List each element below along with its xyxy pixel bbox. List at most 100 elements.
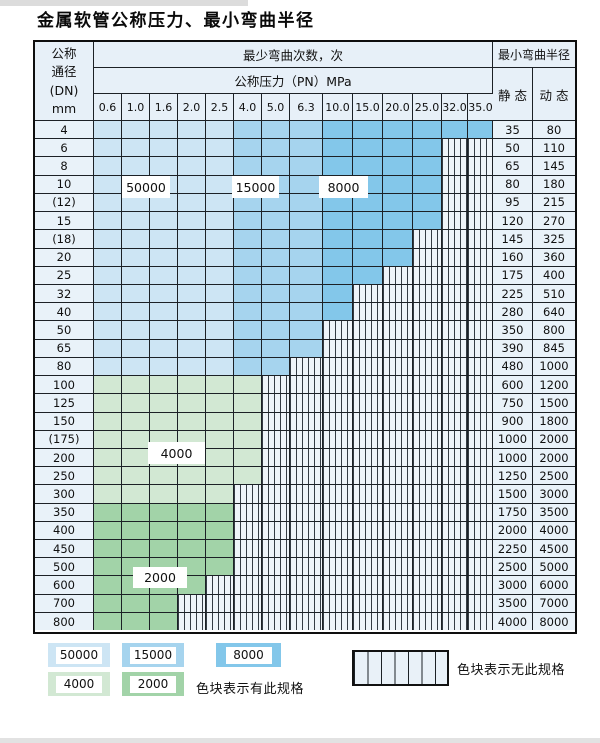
no-spec-cell [383,485,413,503]
no-spec-cell [234,594,262,612]
no-spec-cell [442,485,468,503]
cycle-spec-cell [353,121,383,139]
dynamic-radius-cell: 180 [533,175,575,193]
no-spec-cell [468,248,493,266]
no-spec-cell [383,376,413,394]
cycle-spec-cell [122,266,150,284]
cycle-spec-cell [206,448,234,467]
dn-cell: 10 [35,175,94,193]
no-spec-cell [383,357,413,376]
no-spec-cell [468,448,493,467]
cycle-spec-cell [234,303,262,321]
static-radius-cell: 65 [493,157,533,175]
no-spec-cell [468,612,493,631]
no-spec-cell [353,485,383,503]
cycle-spec-cell [323,248,353,266]
cycle-spec-cell [234,139,262,157]
static-radius-cell: 1000 [493,430,533,448]
dn-cell: 400 [35,521,94,540]
cycle-spec-cell [94,412,122,430]
no-spec-cell [353,576,383,594]
no-spec-cell [442,339,468,357]
cycle-spec-cell [122,212,150,230]
dynamic-radius-cell: 510 [533,284,575,303]
no-spec-cell [206,612,234,631]
dn-cell: 200 [35,448,94,467]
cycle-spec-cell [150,212,178,230]
no-spec-cell [262,448,290,467]
static-radius-cell: 4000 [493,612,533,631]
no-spec-cell [323,321,353,339]
no-spec-cell [468,467,493,485]
no-spec-cell [323,394,353,412]
cycle-spec-cell [234,394,262,412]
cycle-spec-cell [262,157,290,175]
cycle-spec-cell [383,212,413,230]
dynamic-radius-cell: 4500 [533,540,575,558]
cycle-spec-cell [178,248,206,266]
no-spec-cell [323,376,353,394]
cycle-spec-cell [122,594,150,612]
cycle-zone-label-4000: 4000 [148,442,205,464]
dynamic-radius-cell: 2500 [533,467,575,485]
static-radius-cell: 1000 [493,448,533,467]
static-radius-cell: 280 [493,303,533,321]
cycle-spec-cell [122,521,150,540]
no-spec-cell [413,540,442,558]
no-spec-cell [442,412,468,430]
table-row: 200 1000 2000 [35,448,575,468]
cycle-zone-label-15000: 15000 [232,176,279,198]
cycle-zone-label-50000: 50000 [122,176,170,198]
no-spec-cell [413,503,442,521]
no-spec-cell [468,157,493,175]
dynamic-radius-cell: 2000 [533,448,575,467]
cycle-spec-cell [290,157,323,175]
static-radius-cell: 175 [493,266,533,284]
table-row: 40 280 640 [35,303,575,322]
cycle-spec-cell [178,485,206,503]
cycle-spec-cell [178,503,206,521]
static-radius-cell: 1250 [493,467,533,485]
cycle-spec-cell [150,139,178,157]
dn-cell: 4 [35,121,94,139]
no-spec-cell [413,303,442,321]
cycle-spec-cell [150,521,178,540]
cycle-spec-cell [262,193,290,212]
dn-cell: 250 [35,467,94,485]
cycle-spec-cell [178,193,206,212]
cycle-spec-cell [290,266,323,284]
cycle-spec-cell [94,193,122,212]
no-spec-cell [442,540,468,558]
cycle-spec-cell [150,303,178,321]
no-spec-cell [323,612,353,631]
no-spec-cell [442,576,468,594]
no-spec-cell [290,540,323,558]
no-spec-cell [383,284,413,303]
cycle-spec-cell [178,139,206,157]
cycle-spec-cell [122,467,150,485]
no-spec-cell [353,412,383,430]
cycle-spec-cell [234,448,262,467]
dn-cell: 25 [35,266,94,284]
cycle-spec-cell [290,303,323,321]
cycle-spec-cell [178,175,206,193]
no-spec-cell [442,212,468,230]
no-spec-cell [353,503,383,521]
cycle-spec-cell [206,321,234,339]
cycle-spec-cell [94,284,122,303]
table-row: 4 35 80 [35,121,575,140]
cycle-spec-cell [94,467,122,485]
no-spec-cell [413,521,442,540]
cycle-spec-cell [94,558,122,576]
no-spec-cell [383,594,413,612]
no-spec-cell [413,339,442,357]
cycle-spec-cell [206,521,234,540]
dn-column-header: 公称 通径 (DN) mm [35,42,94,120]
table-row: 10 80 180 [35,175,575,194]
no-spec-cell [413,485,442,503]
cycle-spec-cell [262,230,290,248]
cycle-spec-cell [383,248,413,266]
no-spec-cell [413,321,442,339]
no-spec-cell [468,139,493,157]
no-spec-cell [290,357,323,376]
